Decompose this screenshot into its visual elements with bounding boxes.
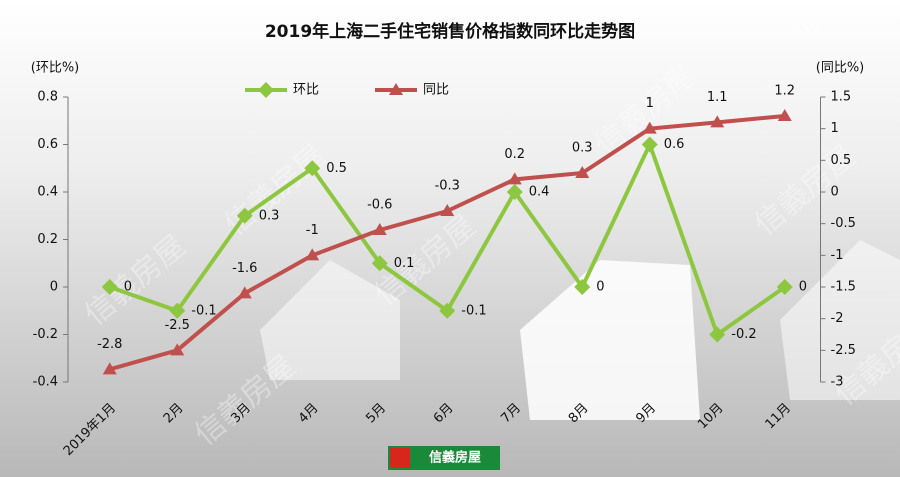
point-marker (258, 82, 274, 98)
value-label: -1 (306, 223, 319, 238)
house-decor (260, 240, 900, 420)
point-marker (102, 362, 117, 375)
point-marker (237, 286, 252, 299)
brand: 信義房屋 (429, 450, 481, 466)
logo: 信義房屋 (388, 446, 500, 470)
point-marker (169, 302, 186, 319)
value-label: 0 (124, 280, 132, 295)
value-label: -0.1 (191, 303, 216, 318)
value-label: -0.2 (731, 327, 756, 342)
value-label: 0 (596, 280, 604, 295)
value-label: 1.2 (774, 84, 795, 99)
y2-tick-label: -3 (831, 375, 844, 390)
y2-tick-label: -2 (831, 311, 844, 326)
y2-tick-label: -1 (831, 248, 844, 263)
value-label: 0.1 (394, 256, 415, 271)
y-tick-label: -0.4 (33, 375, 58, 390)
value-label: -1.6 (232, 261, 257, 276)
y2-tick-label: 0.5 (831, 153, 852, 168)
point-marker (709, 326, 726, 343)
y2-tick-label: -1.5 (831, 280, 856, 295)
value-label: 0.2 (504, 147, 525, 162)
value-label: 1 (646, 96, 654, 111)
y2-tick-label: -2.5 (831, 343, 856, 358)
point-marker (371, 255, 388, 272)
point-marker (305, 248, 320, 261)
y-tick-label: -0.2 (33, 327, 58, 342)
y2-axis-label: (同比%) (816, 61, 865, 76)
chart-title: 2019年上海二手住宅销售价格指数同环比走势图 (265, 21, 635, 42)
point-marker (710, 115, 725, 128)
y-tick-label: 0.4 (37, 185, 58, 200)
point-marker (642, 121, 657, 134)
value-label: 0.3 (572, 141, 593, 156)
legend-label: 环比 (293, 83, 319, 98)
point-marker (372, 223, 387, 235)
y-tick-label: 0.6 (37, 137, 58, 152)
y2-tick-label: 0 (831, 185, 839, 200)
point-marker (507, 172, 522, 185)
point-marker (236, 207, 253, 224)
y-tick-label: 0.8 (37, 90, 58, 105)
point-marker (439, 302, 456, 319)
value-label: -2.5 (165, 318, 190, 333)
point-marker (776, 279, 793, 295)
value-label: 0.4 (529, 185, 550, 200)
value-label: 0 (799, 280, 807, 295)
value-label: -2.8 (97, 337, 122, 352)
point-marker (304, 160, 321, 177)
y-tick-label: 0.2 (37, 232, 58, 247)
y-axis-label: (环比%) (31, 61, 80, 76)
point-marker (389, 83, 403, 95)
value-label: -0.1 (461, 303, 486, 318)
point-marker (440, 204, 455, 216)
point-marker (574, 279, 591, 295)
point-marker (777, 109, 792, 121)
point-marker (641, 136, 658, 153)
point-marker (170, 343, 185, 356)
point-marker (575, 166, 590, 178)
y2-tick-label: -0.5 (831, 216, 856, 231)
point-marker (506, 184, 523, 200)
value-label: 0.6 (664, 137, 685, 152)
value-label: -0.3 (435, 179, 460, 194)
legend-label: 同比 (423, 83, 449, 98)
value-label: 0.5 (326, 161, 347, 176)
y2-tick-label: 1.5 (831, 90, 852, 105)
value-label: -0.6 (367, 198, 392, 213)
value-label: 1.1 (707, 90, 728, 105)
y2-tick-label: 1 (831, 121, 839, 136)
value-label: 0.3 (259, 208, 280, 223)
y-tick-label: 0 (50, 280, 58, 295)
point-marker (101, 279, 118, 295)
